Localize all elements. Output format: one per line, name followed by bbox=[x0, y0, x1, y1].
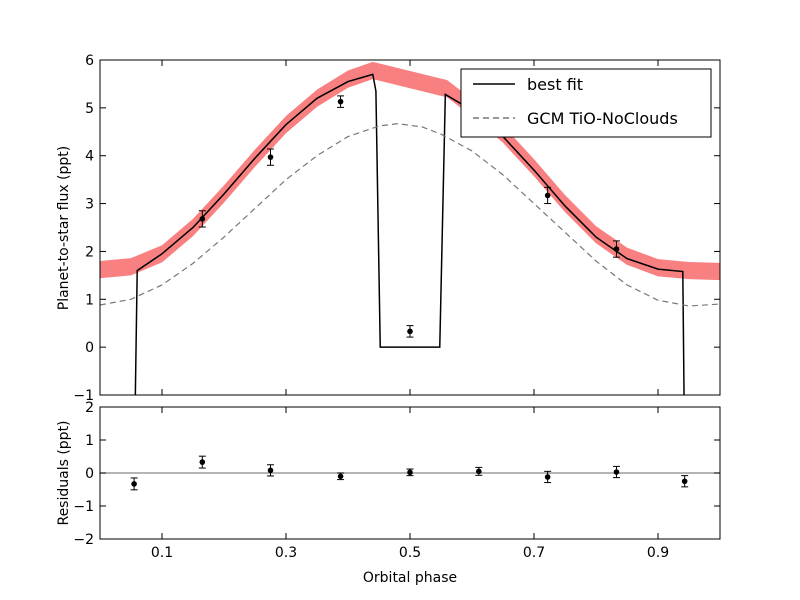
residuals-y-tick-label: −1 bbox=[73, 499, 94, 515]
legend: best fit GCM TiO-NoClouds bbox=[460, 68, 712, 138]
residual-marker bbox=[476, 468, 482, 475]
residual-point-3 bbox=[337, 472, 345, 481]
flux-marker bbox=[544, 192, 551, 199]
residuals-y-axis-label: Residuals (ppt) bbox=[56, 420, 72, 525]
flux-y-tick-label: 5 bbox=[85, 101, 94, 117]
flux-y-tick-label: 1 bbox=[85, 292, 94, 308]
flux-point-5 bbox=[612, 240, 620, 258]
residual-point-5 bbox=[475, 466, 483, 476]
gcm-model-line bbox=[100, 123, 720, 307]
x-tick-label: 0.1 bbox=[151, 545, 173, 561]
flux-y-tick-label: 0 bbox=[85, 340, 94, 356]
residuals-y-tick-label: 0 bbox=[85, 466, 94, 482]
flux-y-tick-label: 4 bbox=[85, 149, 94, 165]
flux-y-ticks: −1 0 1 2 3 4 5 6 bbox=[73, 53, 720, 404]
residual-point-1 bbox=[198, 455, 206, 469]
flux-lines bbox=[100, 73, 720, 395]
x-tick-label: 0.7 bbox=[523, 545, 545, 561]
flux-point-2 bbox=[337, 95, 345, 108]
flux-marker bbox=[407, 328, 413, 335]
flux-point-4 bbox=[544, 186, 552, 205]
flux-marker bbox=[267, 154, 274, 160]
flux-marker bbox=[337, 98, 344, 105]
residual-marker bbox=[407, 469, 413, 476]
flux-panel: −1 0 1 2 3 4 5 6 Planet-to-star flux (ppt) best… bbox=[56, 53, 721, 404]
residuals-y-tick-label: 2 bbox=[85, 400, 94, 416]
residuals-y-ticks: −2 −1 0 1 2 bbox=[73, 400, 720, 548]
residuals-y-tick-label: −2 bbox=[73, 532, 94, 548]
flux-point-1 bbox=[267, 148, 274, 166]
flux-y-tick-label: 2 bbox=[85, 244, 94, 260]
flux-marker bbox=[613, 246, 620, 252]
residual-point-4 bbox=[406, 468, 414, 477]
residual-marker bbox=[199, 459, 206, 465]
x-tick-label: 0.3 bbox=[275, 545, 297, 561]
residual-point-6 bbox=[544, 470, 552, 484]
residual-point-0 bbox=[130, 477, 138, 491]
residuals-x-ticks: 0.1 0.3 0.5 0.7 0.9 bbox=[151, 407, 669, 561]
flux-data-points bbox=[198, 95, 620, 338]
residual-data-points bbox=[130, 455, 689, 491]
residual-marker bbox=[613, 469, 620, 475]
residuals-y-tick-label: 1 bbox=[85, 433, 94, 449]
flux-y-tick-label: 3 bbox=[85, 197, 94, 213]
residual-marker bbox=[337, 473, 344, 480]
legend-box bbox=[460, 68, 712, 138]
residual-point-7 bbox=[612, 465, 620, 479]
flux-y-axis-label: Planet-to-star flux (ppt) bbox=[56, 146, 72, 311]
flux-y-tick-label: 6 bbox=[85, 53, 94, 69]
x-tick-label: 0.5 bbox=[399, 545, 421, 561]
legend-label-gcm: GCM TiO-NoClouds bbox=[527, 109, 678, 128]
flux-marker bbox=[199, 216, 206, 222]
x-axis-label: Orbital phase bbox=[363, 570, 457, 586]
residual-marker bbox=[267, 467, 274, 474]
legend-label-best-fit: best fit bbox=[527, 75, 583, 94]
residual-point-2 bbox=[267, 464, 274, 477]
residual-marker bbox=[131, 481, 137, 487]
flux-point-0 bbox=[198, 210, 206, 228]
residual-marker bbox=[544, 474, 551, 480]
residual-marker bbox=[681, 478, 688, 485]
best-fit-line bbox=[134, 73, 685, 395]
best-fit-uncertainty-band bbox=[100, 61, 720, 281]
flux-x-ticks bbox=[161, 60, 659, 395]
flux-point-3 bbox=[406, 325, 414, 338]
x-tick-label: 0.9 bbox=[647, 545, 669, 561]
residual-point-8 bbox=[681, 475, 689, 488]
best-fit-band-area bbox=[100, 61, 720, 281]
flux-y-tick-label: −1 bbox=[73, 388, 94, 404]
